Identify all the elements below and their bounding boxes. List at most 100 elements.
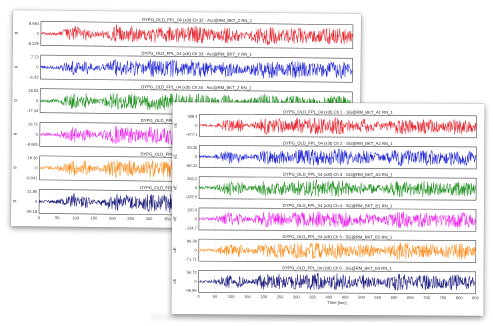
front-x-tick-label: 500	[358, 295, 365, 300]
back-y-tick-label: -17.34	[27, 108, 39, 113]
front-subplot-1: DYPG_OLD_FPL_04 (x3t) Ch 1 · SG@RM_BKT_A…	[173, 109, 477, 139]
front-y-tick-label: -71.71	[185, 257, 197, 262]
front-x-tick-label: 100	[228, 294, 235, 299]
back-y-axis-label: g	[11, 199, 16, 202]
back-y-tick-label: 19.36	[28, 155, 39, 160]
front-y-tick-label: -134.7	[186, 225, 198, 230]
front-subplot-6: DYPG_OLD_FPL_04 (x3t) Ch 6 · SG@RM_BKT_B…	[172, 265, 476, 295]
front-y-tick-label: 90.36	[187, 238, 198, 243]
back-series-trace	[40, 59, 353, 80]
back-y-tick-label: 0	[35, 165, 38, 170]
front-subplot-title: DYPG_OLD_FPL_04 (x3t) Ch 5 · SG@RM_BKT_B…	[282, 234, 392, 240]
back-x-tick-label: 300	[146, 216, 154, 221]
front-y-axis-label: uE	[172, 185, 177, 190]
back-y-tick-label: -8.229	[27, 41, 39, 46]
front-y-tick-label: 120.3	[187, 207, 198, 212]
front-series-trace	[198, 242, 477, 260]
front-y-tick-label: 93.36	[187, 145, 198, 150]
back-y-tick-label: -29.18	[26, 209, 38, 214]
back-y-tick-label: -6.041	[26, 175, 38, 180]
front-x-axis-label: Time [sec]	[327, 300, 346, 305]
back-subplot-title: DYPG_OLD_FPL_04 (x3t) Ch 32 · Acc@RM_BKT…	[142, 17, 253, 23]
back-y-axis-label: g	[12, 99, 17, 102]
front-series-trace	[198, 179, 477, 198]
front-x-tick-label: 350	[309, 294, 316, 299]
back-x-tick-label: 150	[91, 216, 99, 221]
chart-front-svg: DYPG_OLD_FPL_04 (x3t) Ch 1 · SG@RM_BKT_A…	[172, 109, 480, 305]
front-x-tick-label: 850	[472, 295, 479, 300]
back-plot-frame	[40, 21, 354, 50]
front-y-tick-label: 0	[195, 248, 198, 253]
front-y-axis-label: uE	[172, 247, 177, 252]
front-subplot-4: DYPG_OLD_FPL_04 (x3t) Ch 4 · SG@RM_BKT_B…	[172, 203, 477, 232]
front-y-tick-label: 0	[195, 123, 198, 128]
front-y-tick-label: -477.1	[186, 132, 198, 137]
back-x-tick-label: 200	[109, 216, 117, 221]
front-subplot-3: DYPG_OLD_FPL_04 (x3t) Ch 3 · SG@RM_BKT_A…	[172, 172, 477, 201]
back-y-tick-label: 0	[35, 199, 38, 204]
back-y-tick-label: 10.71	[28, 122, 39, 127]
front-y-tick-label: -225.5	[186, 194, 198, 199]
front-series-trace	[198, 272, 476, 291]
back-y-axis-label: g	[13, 65, 18, 68]
back-series-trace	[40, 24, 354, 46]
front-subplot-2: DYPG_OLD_FPL_04 (x3t) Ch 2 · SG@RM_BKT_A…	[172, 140, 477, 170]
front-y-tick-label: 0	[195, 154, 198, 159]
front-y-axis-label: uE	[172, 216, 177, 221]
front-x-tick-label: 800	[456, 295, 463, 300]
back-subplot-1: DYPG_OLD_FPL_04 (x3t) Ch 32 · Acc@RM_BKT…	[13, 17, 354, 50]
front-y-tick-label: 0	[195, 216, 198, 221]
back-x-tick-label: 350	[164, 216, 172, 221]
front-subplot-title: DYPG_OLD_FPL_04 (x3t) Ch 6 · SG@RM_BKT_B…	[282, 265, 392, 271]
back-y-tick-label: 0	[36, 132, 39, 137]
front-x-tick-label: 700	[423, 295, 430, 300]
back-y-axis-label: g	[12, 166, 17, 169]
front-x-tick-label: 0	[197, 294, 200, 299]
front-y-tick-label: -46.95	[185, 288, 197, 293]
front-x-tick-label: 400	[326, 294, 333, 299]
front-y-tick-label: 0	[194, 279, 197, 284]
back-subplot-title: DYPG_OLD_FPL_04 (x3t) Ch 33 · Acc@RM_BKT…	[142, 51, 253, 57]
back-y-tick-label: 8.684	[29, 21, 40, 26]
front-x-tick-label: 450	[342, 295, 349, 300]
front-subplot-5: DYPG_OLD_FPL_04 (x3t) Ch 5 · SG@RM_BKT_B…	[172, 234, 477, 263]
front-x-tick-label: 200	[260, 294, 267, 299]
back-y-tick-label: 7.73	[31, 54, 40, 59]
back-y-tick-label: 18.53	[28, 88, 39, 93]
front-x-tick-label: 50	[213, 294, 218, 299]
front-subplot-title: DYPG_OLD_FPL_04 (x3t) Ch 2 · SG@RM_BKT_A…	[283, 140, 393, 146]
back-y-tick-label: 0	[36, 64, 39, 69]
front-subplot-title: DYPG_OLD_FPL_04 (x3t) Ch 3 · SG@RM_BKT_A…	[283, 172, 393, 178]
front-y-tick-label: 56.73	[187, 270, 198, 275]
back-x-tick-label: 100	[72, 215, 80, 220]
front-y-axis-label: uE	[172, 278, 177, 283]
front-y-tick-label: -80.32	[186, 163, 198, 168]
back-x-tick-label: 0	[38, 215, 41, 220]
front-series-trace	[199, 148, 477, 166]
back-y-tick-label: 31.85	[27, 189, 38, 194]
back-x-tick-label: 50	[55, 215, 60, 220]
back-x-tick-label: 250	[127, 216, 135, 221]
page-shadow	[150, 312, 480, 322]
back-y-axis-label: g	[12, 132, 17, 135]
back-subplot-title: DYPG_OLD_FPL_04 (x3t) Ch 34 · Acc@RM_BKT…	[141, 84, 252, 90]
front-y-axis-label: uE	[173, 122, 178, 127]
front-x-tick-label: 600	[391, 295, 398, 300]
front-y-axis-label: uE	[172, 154, 177, 159]
front-y-tick-label: 282.2	[187, 176, 198, 181]
front-x-tick-label: 150	[244, 294, 251, 299]
front-subplot-title: DYPG_OLD_FPL_04 (x3t) Ch 4 · SG@RM_BKT_B…	[283, 203, 393, 209]
front-x-tick-label: 250	[277, 294, 284, 299]
front-series-trace	[199, 117, 477, 135]
front-y-tick-label: 588.4	[187, 114, 198, 119]
front-y-tick-label: 0	[195, 185, 198, 190]
front-x-tick-label: 750	[440, 295, 447, 300]
back-y-tick-label: 0	[36, 98, 39, 103]
front-x-tick-label: 550	[374, 295, 381, 300]
chart-sheet-front: DYPG_OLD_FPL_04 (x3t) Ch 1 · SG@RM_BKT_A…	[171, 102, 485, 316]
back-y-tick-label: 0	[37, 31, 40, 36]
back-y-tick-label: -6.33	[29, 74, 39, 79]
front-subplot-title: DYPG_OLD_FPL_04 (x3t) Ch 1 · SG@RM_BKT_A…	[283, 109, 393, 115]
front-series-trace	[198, 211, 477, 229]
back-subplot-2: DYPG_OLD_FPL_04 (x3t) Ch 33 · Acc@RM_BKT…	[13, 51, 353, 83]
